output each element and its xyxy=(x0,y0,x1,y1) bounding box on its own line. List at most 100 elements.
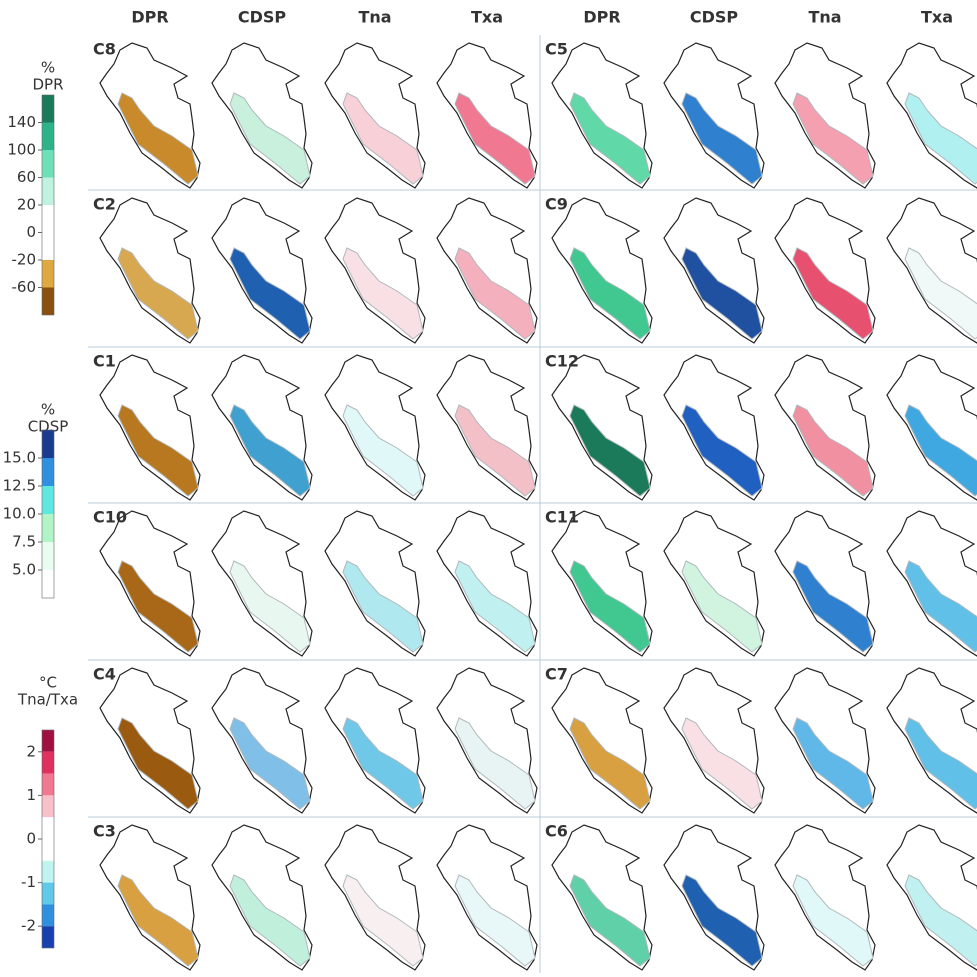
andes-region xyxy=(454,404,536,497)
column-header: CDSP xyxy=(690,8,739,27)
andes-region xyxy=(229,247,311,340)
colorbar-tick-label: 1 xyxy=(26,786,36,804)
colorbar-tick-label: 20 xyxy=(17,196,36,214)
andes-region xyxy=(904,247,977,340)
colorbar-title: Tna/Txa xyxy=(17,691,78,709)
andes-region xyxy=(681,560,763,653)
colorbar-tick-label: 100 xyxy=(7,141,36,159)
colorbar-tick-label: 60 xyxy=(17,168,36,186)
andes-region xyxy=(342,404,424,497)
andes-region xyxy=(229,874,311,967)
andes-region xyxy=(454,247,536,340)
column-header: Txa xyxy=(471,8,503,27)
andes-region xyxy=(454,560,536,653)
colorbar-band xyxy=(42,542,54,570)
colorbar-title: % xyxy=(41,59,55,77)
column-header: Txa xyxy=(921,8,953,27)
colorbar-band xyxy=(42,95,54,123)
andes-region xyxy=(342,560,424,653)
andes-region xyxy=(904,717,977,810)
colorbar-band xyxy=(42,817,54,839)
colorbar-band xyxy=(42,751,54,774)
andes-region xyxy=(569,92,651,185)
andes-region xyxy=(342,717,424,810)
andes-region xyxy=(342,247,424,340)
panel-label: C8 xyxy=(93,40,116,59)
colorbar-band xyxy=(42,122,54,150)
andes-region xyxy=(681,717,763,810)
andes-region xyxy=(904,874,977,967)
andes-region xyxy=(569,404,651,497)
andes-region xyxy=(681,404,763,497)
andes-region xyxy=(569,874,651,967)
colorbar-band xyxy=(42,232,54,260)
colorbar-title: DPR xyxy=(32,76,63,94)
colorbar-band xyxy=(42,570,54,598)
colorbar-band xyxy=(42,839,54,861)
andes-region xyxy=(792,717,874,810)
andes-region xyxy=(792,560,874,653)
andes-region xyxy=(569,247,651,340)
colorbar-tick-label: 10.0 xyxy=(3,505,36,523)
andes-region xyxy=(454,92,536,185)
colorbar-tick-label: 140 xyxy=(7,113,36,131)
colorbar-tick-label: 15.0 xyxy=(3,449,36,467)
panel-label: C12 xyxy=(545,352,579,371)
colorbar-tick-label: -1 xyxy=(21,873,36,891)
andes-region xyxy=(117,874,199,967)
colorbar-band xyxy=(42,730,54,752)
colorbar-tick-label: 5.0 xyxy=(12,561,36,579)
andes-region xyxy=(904,404,977,497)
panel-label: C7 xyxy=(545,665,568,684)
colorbar-title: CDSP xyxy=(28,418,69,436)
andes-region xyxy=(117,247,199,340)
column-header: CDSP xyxy=(238,8,287,27)
colorbar-tick-label: 12.5 xyxy=(3,477,36,495)
panel-label: C2 xyxy=(93,195,116,214)
colorbar-tick-label: -2 xyxy=(21,917,36,935)
panel-label: C1 xyxy=(93,352,116,371)
colorbar-band xyxy=(42,514,54,542)
andes-region xyxy=(454,874,536,967)
andes-region xyxy=(454,717,536,810)
andes-region xyxy=(117,560,199,653)
panel-label: C9 xyxy=(545,195,568,214)
andes-region xyxy=(569,560,651,653)
panel-label: C6 xyxy=(545,822,568,841)
andes-region xyxy=(792,874,874,967)
panel-label: C3 xyxy=(93,822,116,841)
colorbar-band xyxy=(42,150,54,178)
colorbar-band xyxy=(42,205,54,233)
andes-region xyxy=(792,404,874,497)
colorbar-band xyxy=(42,860,54,883)
colorbar-band xyxy=(42,773,54,796)
colorbar-band xyxy=(42,287,54,315)
andes-region xyxy=(904,560,977,653)
andes-region xyxy=(792,92,874,185)
colorbar-tick-label: -20 xyxy=(12,251,37,269)
colorbar-tick-label: -60 xyxy=(12,278,37,296)
colorbar-band xyxy=(42,795,54,818)
colorbar-band xyxy=(42,430,54,458)
column-header: Tna xyxy=(808,8,841,27)
andes-region xyxy=(904,92,977,185)
panel-label: C5 xyxy=(545,40,568,59)
column-header: Tna xyxy=(358,8,391,27)
colorbar-title: % xyxy=(41,401,55,419)
andes-region xyxy=(229,560,311,653)
andes-region xyxy=(229,717,311,810)
colorbar-band xyxy=(42,177,54,205)
colorbar-tick-label: 7.5 xyxy=(12,533,36,551)
andes-region xyxy=(681,874,763,967)
andes-region xyxy=(342,874,424,967)
andes-region xyxy=(342,92,424,185)
colorbar-tick-label: 0 xyxy=(26,223,36,241)
andes-region xyxy=(117,717,199,810)
column-header: DPR xyxy=(131,8,168,27)
andes-region xyxy=(229,92,311,185)
andes-region xyxy=(229,404,311,497)
andes-region xyxy=(117,404,199,497)
colorbar-tick-label: 2 xyxy=(26,742,36,760)
